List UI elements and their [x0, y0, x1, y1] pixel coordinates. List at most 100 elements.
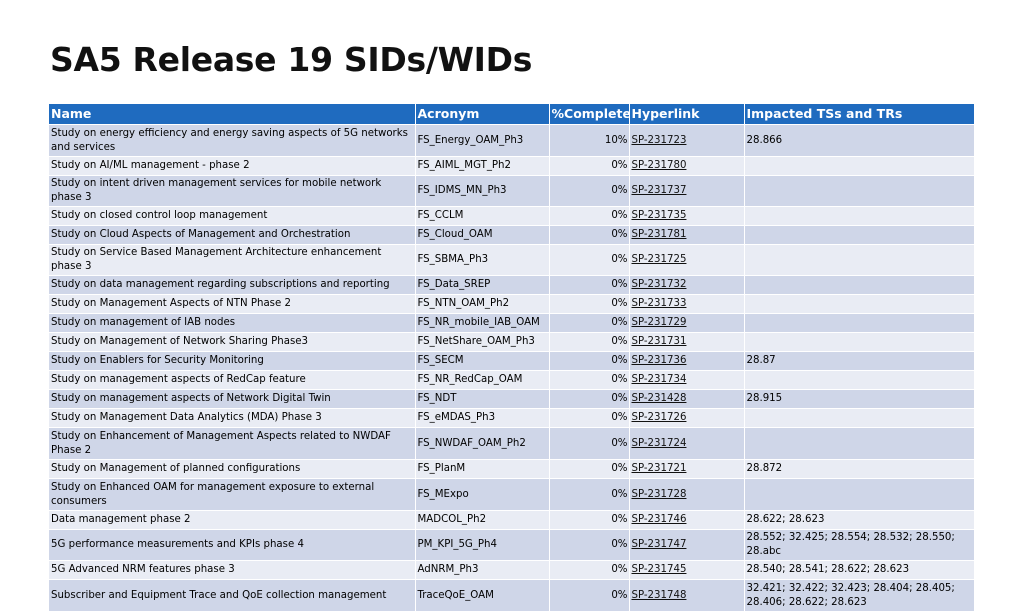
hyperlink[interactable]: SP-231723	[632, 135, 687, 146]
cell-complete: 0%	[549, 276, 629, 295]
cell-acronym: FS_Cloud_OAM	[415, 226, 549, 245]
cell-complete: 0%	[549, 352, 629, 371]
cell-complete: 0%	[549, 157, 629, 176]
cell-acronym: AdNRM_Ph3	[415, 561, 549, 580]
cell-name: Study on management of IAB nodes	[49, 314, 415, 333]
cell-name: 5G performance measurements and KPIs pha…	[49, 530, 415, 561]
cell-impacted	[744, 245, 974, 276]
cell-hyperlink: SP-231746	[629, 511, 744, 530]
cell-hyperlink: SP-231736	[629, 352, 744, 371]
hyperlink[interactable]: SP-231734	[632, 374, 687, 385]
cell-acronym: FS_NTN_OAM_Ph2	[415, 295, 549, 314]
hyperlink[interactable]: SP-231732	[632, 279, 687, 290]
cell-hyperlink: SP-231780	[629, 157, 744, 176]
cell-acronym: FS_NDT	[415, 390, 549, 409]
hyperlink[interactable]: SP-231736	[632, 355, 687, 366]
table-header-row: Name Acronym %Complete Hyperlink Impacte…	[49, 104, 974, 125]
table-row: Study on intent driven management servic…	[49, 176, 974, 207]
hyperlink[interactable]: SP-231721	[632, 463, 687, 474]
hyperlink[interactable]: SP-231781	[632, 229, 687, 240]
cell-name: Study on closed control loop management	[49, 207, 415, 226]
cell-acronym: FS_IDMS_MN_Ph3	[415, 176, 549, 207]
table-row: Study on Enhanced OAM for management exp…	[49, 479, 974, 511]
hyperlink[interactable]: SP-231737	[632, 185, 687, 196]
hyperlink[interactable]: SP-231733	[632, 298, 687, 309]
hyperlink[interactable]: SP-231780	[632, 160, 687, 171]
cell-impacted: 28.622; 28.623	[744, 511, 974, 530]
cell-complete: 10%	[549, 125, 629, 157]
cell-name: Study on Management of planned configura…	[49, 460, 415, 479]
cell-acronym: FS_NWDAF_OAM_Ph2	[415, 428, 549, 460]
cell-hyperlink: SP-231723	[629, 125, 744, 157]
hyperlink[interactable]: SP-231747	[632, 539, 687, 550]
cell-acronym: FS_CCLM	[415, 207, 549, 226]
cell-name: Study on management aspects of RedCap fe…	[49, 371, 415, 390]
cell-acronym: FS_SECM	[415, 352, 549, 371]
cell-impacted: 28.866	[744, 125, 974, 157]
cell-acronym: FS_PlanM	[415, 460, 549, 479]
cell-acronym: FS_NR_mobile_IAB_OAM	[415, 314, 549, 333]
table-row: 5G performance measurements and KPIs pha…	[49, 530, 974, 561]
hyperlink[interactable]: SP-231724	[632, 438, 687, 449]
cell-acronym: TraceQoE_OAM	[415, 580, 549, 611]
cell-complete: 0%	[549, 245, 629, 276]
cell-impacted	[744, 207, 974, 226]
cell-hyperlink: SP-231734	[629, 371, 744, 390]
cell-impacted: 32.421; 32.422; 32.423; 28.404; 28.405; …	[744, 580, 974, 611]
table-row: Study on Service Based Management Archit…	[49, 245, 974, 276]
header-name: Name	[49, 104, 415, 125]
cell-impacted	[744, 226, 974, 245]
cell-impacted	[744, 333, 974, 352]
table-row: Study on energy efficiency and energy sa…	[49, 125, 974, 157]
hyperlink[interactable]: SP-231728	[632, 489, 687, 500]
cell-acronym: MADCOL_Ph2	[415, 511, 549, 530]
cell-complete: 0%	[549, 176, 629, 207]
hyperlink[interactable]: SP-231729	[632, 317, 687, 328]
cell-name: Study on Cloud Aspects of Management and…	[49, 226, 415, 245]
cell-complete: 0%	[549, 580, 629, 611]
cell-acronym: FS_NR_RedCap_OAM	[415, 371, 549, 390]
cell-hyperlink: SP-231747	[629, 530, 744, 561]
hyperlink[interactable]: SP-231746	[632, 514, 687, 525]
cell-impacted	[744, 295, 974, 314]
cell-impacted	[744, 157, 974, 176]
hyperlink[interactable]: SP-231725	[632, 254, 687, 265]
cell-impacted: 28.552; 32.425; 28.554; 28.532; 28.550; …	[744, 530, 974, 561]
cell-hyperlink: SP-231728	[629, 479, 744, 511]
cell-hyperlink: SP-231721	[629, 460, 744, 479]
cell-acronym: FS_eMDAS_Ph3	[415, 409, 549, 428]
cell-acronym: FS_SBMA_Ph3	[415, 245, 549, 276]
cell-impacted	[744, 428, 974, 460]
cell-impacted	[744, 371, 974, 390]
cell-complete: 0%	[549, 295, 629, 314]
cell-impacted: 28.872	[744, 460, 974, 479]
table-row: Study on data management regarding subsc…	[49, 276, 974, 295]
cell-hyperlink: SP-231735	[629, 207, 744, 226]
cell-name: Study on energy efficiency and energy sa…	[49, 125, 415, 157]
hyperlink[interactable]: SP-231428	[632, 393, 687, 404]
cell-hyperlink: SP-231748	[629, 580, 744, 611]
cell-acronym: FS_AIML_MGT_Ph2	[415, 157, 549, 176]
cell-hyperlink: SP-231745	[629, 561, 744, 580]
cell-hyperlink: SP-231725	[629, 245, 744, 276]
cell-name: Study on Enhancement of Management Aspec…	[49, 428, 415, 460]
cell-hyperlink: SP-231732	[629, 276, 744, 295]
cell-hyperlink: SP-231428	[629, 390, 744, 409]
cell-complete: 0%	[549, 207, 629, 226]
slide-title: SA5 Release 19 SIDs/WIDs	[50, 40, 532, 79]
header-impacted: Impacted TSs and TRs	[744, 104, 974, 125]
cell-complete: 0%	[549, 314, 629, 333]
hyperlink[interactable]: SP-231748	[632, 590, 687, 601]
cell-name: Study on Service Based Management Archit…	[49, 245, 415, 276]
cell-complete: 0%	[549, 226, 629, 245]
cell-impacted: 28.87	[744, 352, 974, 371]
hyperlink[interactable]: SP-231735	[632, 210, 687, 221]
hyperlink[interactable]: SP-231731	[632, 336, 687, 347]
table-row: Subscriber and Equipment Trace and QoE c…	[49, 580, 974, 611]
hyperlink[interactable]: SP-231726	[632, 412, 687, 423]
cell-hyperlink: SP-231726	[629, 409, 744, 428]
hyperlink[interactable]: SP-231745	[632, 564, 687, 575]
